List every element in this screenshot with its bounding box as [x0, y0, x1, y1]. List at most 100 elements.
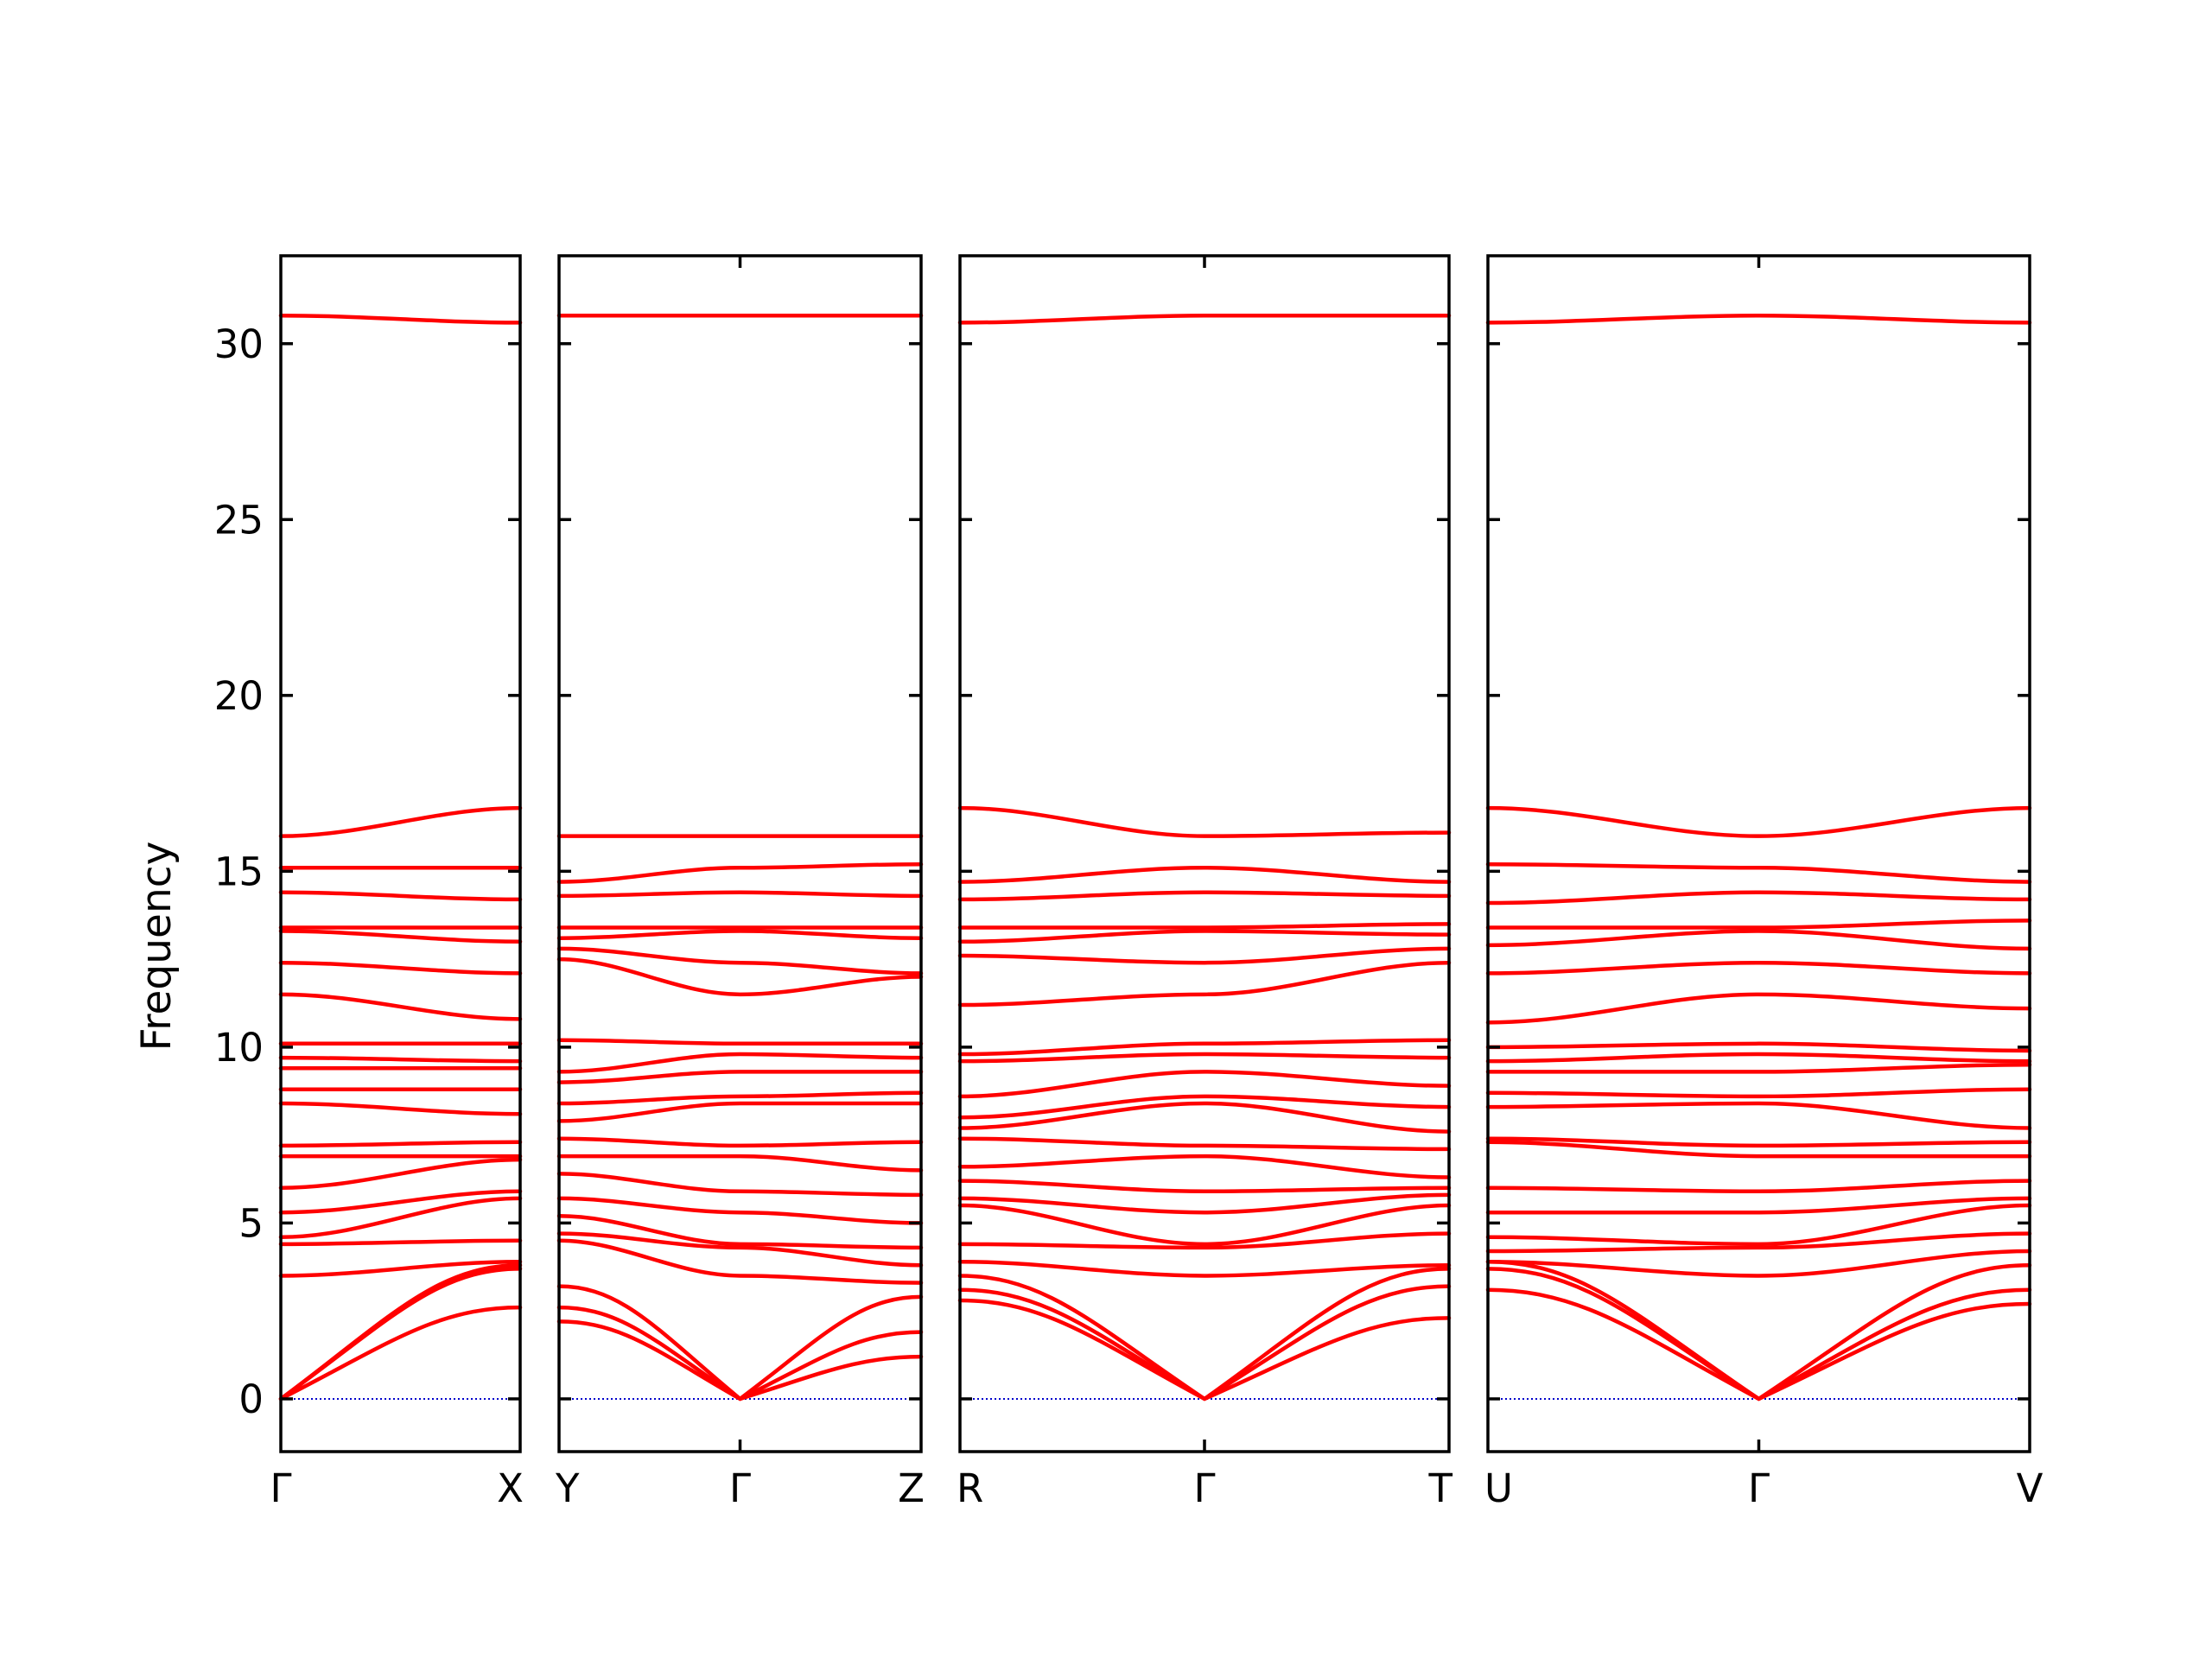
- band-line-15: [556, 1038, 924, 1046]
- band-line-11: [556, 1101, 924, 1123]
- band-line-2: [556, 1305, 924, 1402]
- band-line-20: [957, 890, 1452, 902]
- band-line-12: [1485, 1087, 2032, 1099]
- band-line-4: [278, 1259, 523, 1278]
- y-tick-label: 10: [214, 1025, 264, 1071]
- y-tick-label: 25: [214, 497, 264, 543]
- band-line-18: [1485, 929, 2032, 951]
- band-line-14: [1485, 1052, 2032, 1064]
- panel-frame: [557, 254, 923, 1453]
- x-tick-label: V: [2017, 1465, 2044, 1511]
- band-line-23: [1485, 313, 2032, 325]
- band-line-5: [957, 1231, 1452, 1250]
- y-tick-label: 20: [214, 673, 264, 719]
- band-line-5: [556, 1231, 924, 1268]
- band-line-2: [1485, 1267, 2032, 1402]
- band-line-18: [957, 929, 1452, 944]
- band-line-7: [957, 1192, 1452, 1215]
- band-line-22: [1485, 805, 2032, 838]
- band-line-10: [1485, 1136, 2032, 1148]
- band-line-15: [1485, 1041, 2032, 1053]
- band-line-1: [556, 1319, 924, 1402]
- band-line-7: [1485, 1196, 2032, 1215]
- band-line-9: [1485, 1140, 2032, 1159]
- y-axis-label: Frequency: [133, 842, 181, 1052]
- band-line-14: [278, 1055, 523, 1064]
- band-line-8: [957, 1179, 1452, 1194]
- band-line-17: [1485, 960, 2032, 976]
- band-line-18: [556, 929, 924, 940]
- band-line-22: [957, 805, 1452, 838]
- band-line-23: [957, 313, 1452, 325]
- band-line-13: [957, 1070, 1452, 1099]
- band-line-9: [957, 1154, 1452, 1179]
- band-line-17: [957, 946, 1452, 965]
- band-line-7: [556, 1196, 924, 1225]
- band-line-20: [278, 890, 523, 902]
- band-line-14: [556, 1052, 924, 1074]
- x-tick-label: Γ: [1748, 1465, 1770, 1511]
- band-line-22: [278, 805, 523, 838]
- band-line-16: [1485, 992, 2032, 1025]
- band-line-16: [556, 957, 924, 997]
- band-line-1: [278, 1305, 523, 1402]
- band-line-18: [278, 929, 523, 944]
- band-line-10: [556, 1136, 924, 1148]
- panel-frame: [279, 254, 522, 1453]
- band-line-3: [957, 1267, 1452, 1402]
- band-line-20: [1485, 890, 2032, 906]
- panel-frame: [1486, 254, 2031, 1453]
- band-line-21: [1485, 861, 2032, 884]
- band-line-8: [1485, 1179, 2032, 1194]
- y-tick-label: 30: [214, 321, 264, 367]
- band-line-14: [957, 1052, 1452, 1064]
- y-tick-label: 15: [214, 849, 264, 894]
- band-line-11: [957, 1101, 1452, 1134]
- y-tick-label: 5: [238, 1200, 264, 1246]
- band-line-15: [957, 1038, 1452, 1057]
- x-tick-label: X: [497, 1465, 524, 1511]
- band-line-10: [278, 1140, 523, 1148]
- band-line-17: [556, 946, 924, 976]
- band-line-3: [278, 1263, 523, 1402]
- x-tick-label: Γ: [729, 1465, 751, 1511]
- band-line-6: [556, 1214, 924, 1250]
- band-line-20: [556, 890, 924, 899]
- band-line-19: [1485, 918, 2032, 930]
- band-line-2: [957, 1284, 1452, 1402]
- y-tick-label: 0: [238, 1376, 264, 1422]
- band-line-11: [1485, 1101, 2032, 1130]
- band-line-16: [957, 960, 1452, 1007]
- band-line-21: [957, 866, 1452, 884]
- band-line-19: [957, 922, 1452, 930]
- band-line-12: [957, 1094, 1452, 1120]
- band-line-13: [1485, 1062, 2032, 1074]
- x-tick-label: T: [1428, 1465, 1453, 1511]
- x-tick-label: Y: [555, 1465, 580, 1511]
- band-line-4: [1485, 1249, 2032, 1278]
- band-line-12: [556, 1090, 924, 1106]
- band-line-23: [278, 313, 523, 325]
- band-line-17: [278, 960, 523, 976]
- x-tick-label: U: [1484, 1465, 1513, 1511]
- x-tick-label: R: [957, 1465, 983, 1511]
- band-line-13: [556, 1070, 924, 1084]
- band-line-3: [1485, 1259, 2032, 1402]
- x-tick-label: Γ: [1193, 1465, 1215, 1511]
- band-line-5: [278, 1238, 523, 1247]
- band-line-5: [1485, 1231, 2032, 1254]
- band-line-9: [556, 1154, 924, 1173]
- band-line-7: [278, 1189, 523, 1215]
- band-line-21: [556, 861, 924, 884]
- band-line-4: [556, 1238, 924, 1285]
- panel-frame: [958, 254, 1451, 1453]
- band-line-8: [278, 1157, 523, 1190]
- band-line-3: [556, 1284, 924, 1402]
- band-line-16: [278, 992, 523, 1021]
- band-line-6: [278, 1196, 523, 1239]
- band-line-1: [1485, 1287, 2032, 1402]
- x-tick-label: Γ: [270, 1465, 291, 1511]
